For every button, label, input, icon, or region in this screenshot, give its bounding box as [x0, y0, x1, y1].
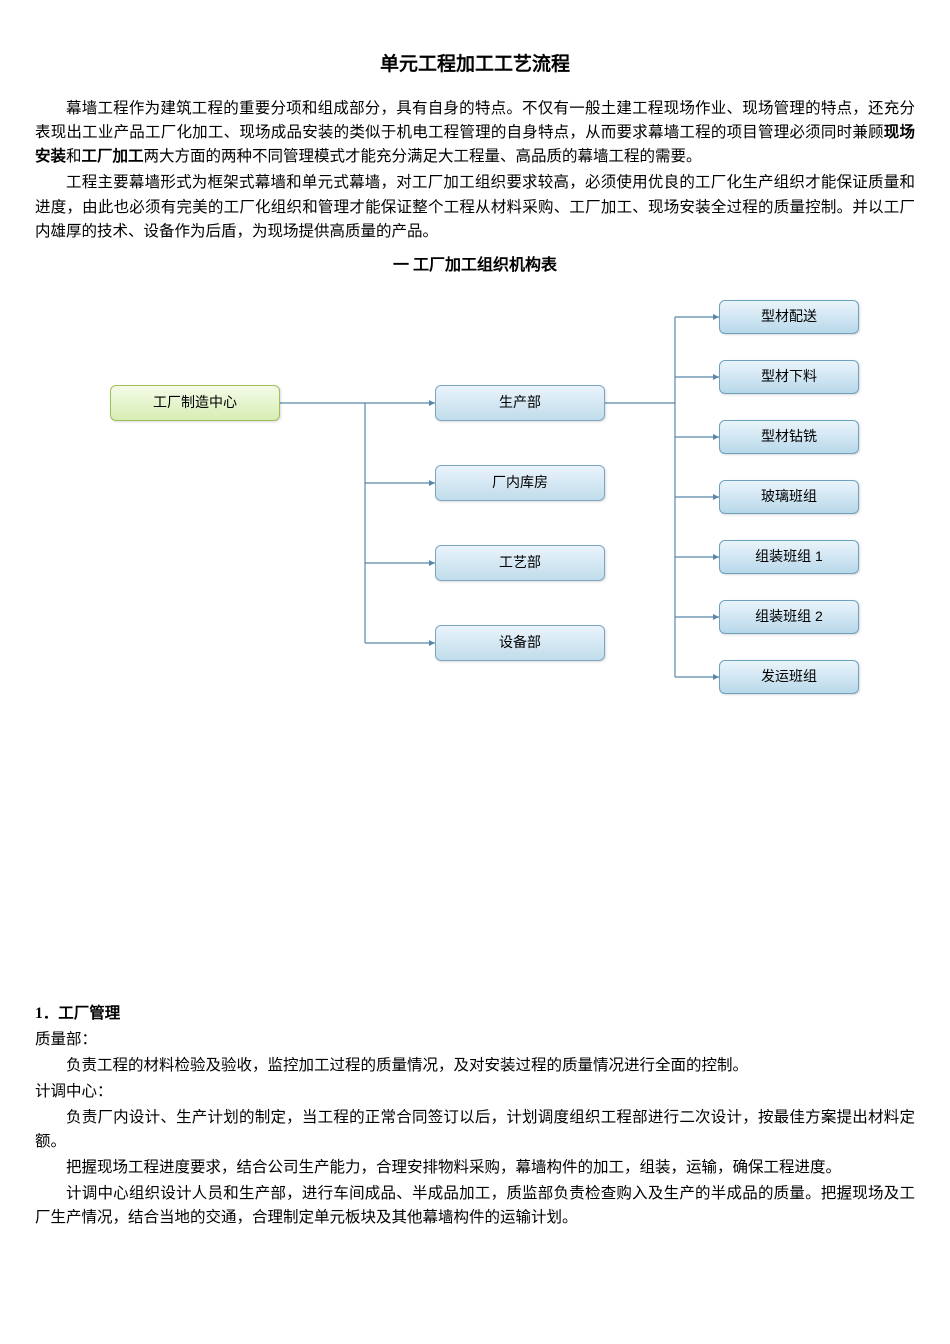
org-node-leaf-1: 型材下料 [719, 360, 859, 394]
plan-center-label: 计调中心： [35, 1080, 915, 1104]
plan-center-p2: 把握现场工程进度要求，结合公司生产能力，合理安排物料采购，幕墙构件的加工，组装，… [35, 1156, 915, 1180]
org-node-mid-3: 设备部 [435, 625, 605, 661]
plan-center-p1: 负责厂内设计、生产计划的制定，当工程的正常合同签订以后，计划调度组织工程部进行二… [35, 1106, 915, 1154]
org-node-leaf-5: 组装班组 2 [719, 600, 859, 634]
p1-post: 两大方面的两种不同管理模式才能充分满足大工程量、高品质的幕墙工程的需要。 [144, 148, 702, 165]
org-chart: 工厂制造中心 生产部厂内库房工艺部设备部 型材配送型材下料型材钻铣玻璃班组组装班组 … [35, 292, 915, 732]
section-1-title: 一 工厂加工组织机构表 [35, 254, 915, 279]
plan-center-p3: 计调中心组织设计人员和生产部，进行车间成品、半成品加工，质监部负责检查购入及生产… [35, 1182, 915, 1230]
p1-pre: 幕墙工程作为建筑工程的重要分项和组成部分，具有自身的特点。不仅有一般土建工程现场… [35, 100, 915, 141]
org-node-leaf-6: 发运班组 [719, 660, 859, 694]
quality-dept-label: 质量部： [35, 1028, 915, 1052]
org-node-root: 工厂制造中心 [110, 385, 280, 421]
org-node-mid-0: 生产部 [435, 385, 605, 421]
p1-bold2: 工厂加工 [82, 148, 144, 165]
org-node-leaf-4: 组装班组 1 [719, 540, 859, 574]
org-node-leaf-2: 型材钻铣 [719, 420, 859, 454]
doc-title: 单元工程加工工艺流程 [35, 50, 915, 79]
paragraph-1: 幕墙工程作为建筑工程的重要分项和组成部分，具有自身的特点。不仅有一般土建工程现场… [35, 97, 915, 169]
paragraph-2: 工程主要幕墙形式为框架式幕墙和单元式幕墙，对工厂加工组织要求较高，必须使用优良的… [35, 171, 915, 243]
org-node-leaf-0: 型材配送 [719, 300, 859, 334]
org-node-mid-1: 厂内库房 [435, 465, 605, 501]
p1-mid: 和 [66, 148, 82, 165]
org-node-mid-2: 工艺部 [435, 545, 605, 581]
org-node-leaf-3: 玻璃班组 [719, 480, 859, 514]
subsection-1-heading: 1．工厂管理 [35, 1002, 915, 1026]
quality-dept-text: 负责工程的材料检验及验收，监控加工过程的质量情况，及对安装过程的质量情况进行全面… [35, 1054, 915, 1078]
